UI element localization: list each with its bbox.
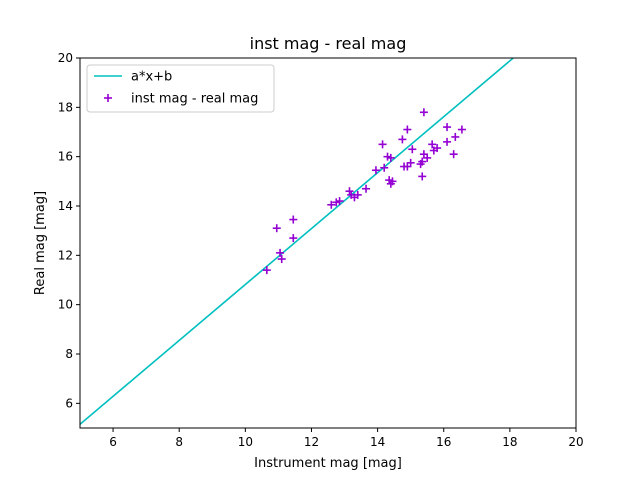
- data-point: [380, 163, 389, 172]
- y-tick-label: 20: [58, 51, 73, 65]
- data-point: [451, 132, 460, 141]
- x-tick-label: 8: [175, 435, 183, 449]
- legend-label: a*x+b: [131, 70, 172, 85]
- data-point: [386, 153, 395, 162]
- y-tick-label: 12: [58, 248, 73, 262]
- legend-label: inst mag - real mag: [131, 92, 258, 107]
- data-point: [262, 266, 271, 275]
- data-point: [423, 153, 432, 162]
- data-point: [428, 140, 437, 149]
- plot-background: [80, 58, 576, 428]
- data-point: [345, 187, 354, 196]
- plot-frame: [79, 57, 577, 429]
- data-point: [403, 125, 412, 134]
- y-tick-label: 14: [58, 199, 73, 213]
- x-tick-label: 20: [568, 435, 583, 449]
- legend: a*x+b inst mag - real mag: [86, 64, 275, 113]
- data-point: [371, 166, 380, 175]
- data-point: [272, 224, 281, 233]
- data-point: [289, 234, 298, 243]
- legend-box: [86, 64, 275, 113]
- fit-line: [80, 58, 514, 425]
- y-axis-ticks: 6 8 10 12 14 16 18 20: [58, 51, 80, 410]
- data-point: [335, 197, 344, 206]
- chart-title: inst mag - real mag: [250, 34, 407, 53]
- data-point: [327, 200, 336, 209]
- x-tick-label: 12: [304, 435, 319, 449]
- data-point: [353, 190, 362, 199]
- data-point: [419, 108, 428, 117]
- y-tick-label: 18: [58, 100, 73, 114]
- x-tick-label: 10: [238, 435, 253, 449]
- data-point: [418, 157, 427, 166]
- data-point: [408, 145, 417, 154]
- data-point: [433, 144, 442, 153]
- y-axis-label: Real mag [mag]: [33, 191, 48, 295]
- data-point: [449, 150, 458, 159]
- data-point: [277, 255, 286, 264]
- data-point: [457, 125, 466, 134]
- series-layer: [80, 58, 514, 425]
- y-tick-label: 6: [65, 396, 73, 410]
- data-point: [418, 172, 427, 181]
- x-tick-label: 18: [502, 435, 517, 449]
- data-point: [406, 158, 415, 167]
- data-point: [378, 140, 387, 149]
- x-tick-label: 6: [109, 435, 117, 449]
- y-tick-label: 10: [58, 298, 73, 312]
- x-tick-label: 16: [436, 435, 451, 449]
- data-point: [362, 184, 371, 193]
- data-point: [398, 135, 407, 144]
- x-axis-label: Instrument mag [mag]: [254, 456, 402, 471]
- data-point: [289, 215, 298, 224]
- y-tick-label: 8: [65, 347, 73, 361]
- y-tick-label: 16: [58, 150, 73, 164]
- x-tick-label: 14: [370, 435, 385, 449]
- data-point: [276, 248, 285, 257]
- data-point: [443, 123, 452, 132]
- data-point: [388, 177, 397, 186]
- x-axis-ticks: 6 8 10 12 14 16 18 20: [109, 428, 584, 449]
- data-point: [443, 137, 452, 146]
